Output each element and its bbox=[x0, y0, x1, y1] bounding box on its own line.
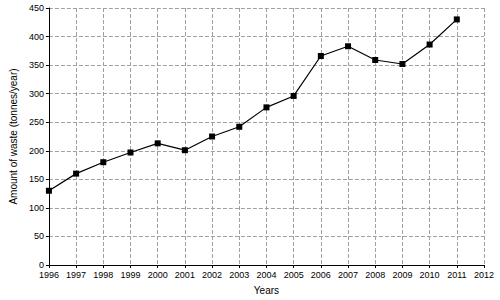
svg-text:2008: 2008 bbox=[365, 270, 385, 280]
svg-text:2006: 2006 bbox=[311, 270, 331, 280]
svg-text:250: 250 bbox=[29, 117, 44, 127]
svg-text:2000: 2000 bbox=[148, 270, 168, 280]
svg-text:2003: 2003 bbox=[229, 270, 249, 280]
svg-text:1998: 1998 bbox=[93, 270, 113, 280]
svg-text:100: 100 bbox=[29, 203, 44, 213]
svg-text:2009: 2009 bbox=[392, 270, 412, 280]
svg-text:400: 400 bbox=[29, 32, 44, 42]
svg-text:1999: 1999 bbox=[120, 270, 140, 280]
svg-text:1996: 1996 bbox=[39, 270, 59, 280]
svg-text:2005: 2005 bbox=[284, 270, 304, 280]
svg-text:2012: 2012 bbox=[474, 270, 494, 280]
svg-text:2004: 2004 bbox=[256, 270, 276, 280]
svg-text:0: 0 bbox=[39, 260, 44, 270]
svg-text:450: 450 bbox=[29, 3, 44, 13]
svg-text:Years: Years bbox=[254, 285, 279, 296]
svg-text:300: 300 bbox=[29, 89, 44, 99]
svg-text:1997: 1997 bbox=[66, 270, 86, 280]
svg-text:Amount of waste (tonnes/year): Amount of waste (tonnes/year) bbox=[8, 68, 19, 204]
svg-text:350: 350 bbox=[29, 60, 44, 70]
svg-text:2001: 2001 bbox=[175, 270, 195, 280]
svg-text:200: 200 bbox=[29, 146, 44, 156]
svg-text:50: 50 bbox=[34, 231, 44, 241]
svg-text:150: 150 bbox=[29, 174, 44, 184]
svg-text:2002: 2002 bbox=[202, 270, 222, 280]
svg-text:2010: 2010 bbox=[420, 270, 440, 280]
svg-text:2007: 2007 bbox=[338, 270, 358, 280]
svg-text:2011: 2011 bbox=[447, 270, 466, 280]
